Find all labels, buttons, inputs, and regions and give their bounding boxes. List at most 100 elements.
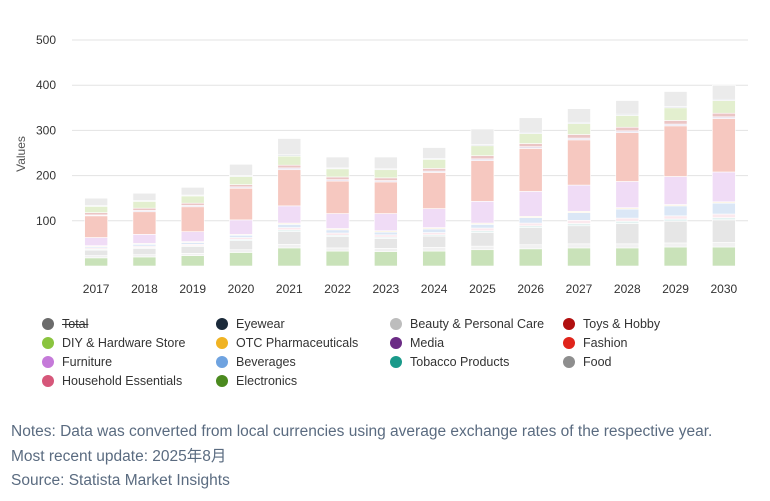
bar-segment[interactable]	[374, 248, 398, 252]
bar-segment[interactable]	[615, 132, 640, 182]
bar-segment[interactable]	[422, 147, 446, 159]
bar-segment[interactable]	[567, 212, 591, 221]
bar-segment[interactable]	[325, 176, 350, 180]
bar-segment[interactable]	[567, 225, 591, 245]
bar-segment[interactable]	[567, 223, 591, 227]
legend-item[interactable]: DIY & Hardware Store	[42, 336, 185, 350]
bar-segment[interactable]	[325, 247, 350, 252]
bar-segment[interactable]	[615, 181, 640, 208]
bar-segment[interactable]	[615, 115, 640, 128]
bar-segment[interactable]	[277, 244, 302, 249]
bar-segment[interactable]	[663, 176, 688, 205]
bar-segment[interactable]	[663, 205, 688, 217]
bar-segment[interactable]	[422, 159, 446, 169]
bar-segment[interactable]	[470, 128, 495, 145]
bar-segment[interactable]	[615, 243, 640, 249]
bar-segment[interactable]	[277, 227, 302, 231]
bar-segment[interactable]	[663, 125, 688, 177]
bar-segment[interactable]	[518, 117, 543, 133]
bar-segment[interactable]	[422, 250, 446, 267]
bar-segment[interactable]	[470, 145, 495, 157]
bar-segment[interactable]	[84, 249, 108, 256]
legend-item[interactable]: Toys & Hobby	[563, 317, 660, 331]
bar-segment[interactable]	[567, 139, 591, 186]
bar-segment[interactable]	[712, 202, 736, 215]
bar-segment[interactable]	[277, 224, 302, 228]
bar-segment[interactable]	[325, 156, 350, 169]
bar-segment[interactable]	[277, 205, 302, 224]
legend-item[interactable]: Tobacco Products	[390, 355, 509, 369]
bar-segment[interactable]	[712, 246, 736, 267]
bar-segment[interactable]	[84, 237, 108, 246]
legend-item[interactable]: Eyewear	[216, 317, 285, 331]
bar-segment[interactable]	[663, 215, 688, 220]
bar-segment[interactable]	[180, 231, 205, 242]
bar-segment[interactable]	[567, 108, 591, 123]
bar-segment[interactable]	[325, 229, 350, 234]
bar-segment[interactable]	[615, 100, 640, 115]
bar-segment[interactable]	[325, 168, 350, 178]
bar-segment[interactable]	[180, 206, 205, 232]
bar-segment[interactable]	[229, 176, 253, 185]
bar-segment[interactable]	[615, 208, 640, 219]
bar-segment[interactable]	[518, 217, 543, 224]
legend-item[interactable]: OTC Pharmaceuticals	[216, 336, 358, 350]
bar-segment[interactable]	[712, 112, 736, 118]
bar-segment[interactable]	[470, 224, 495, 229]
bar-segment[interactable]	[518, 143, 543, 147]
bar-segment[interactable]	[277, 247, 302, 267]
bar-segment[interactable]	[229, 249, 253, 253]
bar-segment[interactable]	[374, 169, 398, 179]
bar-segment[interactable]	[84, 212, 108, 216]
bar-segment[interactable]	[470, 249, 495, 267]
bar-segment[interactable]	[84, 206, 108, 213]
legend-item[interactable]: Total	[42, 317, 88, 331]
bar-segment[interactable]	[374, 177, 398, 181]
bar-segment[interactable]	[84, 257, 108, 267]
legend-item[interactable]: Beverages	[216, 355, 296, 369]
bar-segment[interactable]	[229, 184, 253, 188]
bar-segment[interactable]	[518, 248, 543, 267]
bar-segment[interactable]	[229, 252, 253, 267]
bar-segment[interactable]	[422, 235, 446, 248]
bar-segment[interactable]	[712, 242, 736, 248]
bar-segment[interactable]	[470, 155, 495, 160]
bar-segment[interactable]	[374, 213, 398, 232]
bar-segment[interactable]	[132, 254, 157, 258]
bar-segment[interactable]	[277, 231, 302, 245]
bar-segment[interactable]	[712, 219, 736, 243]
bar-segment[interactable]	[277, 164, 302, 169]
bar-segment[interactable]	[712, 171, 736, 203]
bar-segment[interactable]	[325, 180, 350, 214]
bar-segment[interactable]	[470, 245, 495, 251]
bar-segment[interactable]	[712, 213, 736, 218]
bar-segment[interactable]	[518, 244, 543, 250]
bar-segment[interactable]	[663, 242, 688, 248]
bar-segment[interactable]	[518, 227, 543, 246]
bar-segment[interactable]	[180, 255, 205, 267]
legend-item[interactable]: Electronics	[216, 374, 297, 388]
bar-segment[interactable]	[325, 250, 350, 267]
bar-segment[interactable]	[132, 211, 157, 235]
bar-segment[interactable]	[615, 217, 640, 222]
bar-segment[interactable]	[84, 255, 108, 259]
bar-segment[interactable]	[615, 223, 640, 245]
bar-segment[interactable]	[663, 220, 688, 244]
bar-segment[interactable]	[615, 126, 640, 132]
bar-segment[interactable]	[325, 232, 350, 236]
bar-segment[interactable]	[180, 253, 205, 256]
bar-segment[interactable]	[712, 217, 736, 221]
bar-segment[interactable]	[663, 246, 688, 267]
bar-segment[interactable]	[663, 91, 688, 107]
bar-segment[interactable]	[325, 213, 350, 229]
bar-segment[interactable]	[470, 232, 495, 247]
bar-segment[interactable]	[374, 251, 398, 267]
bar-segment[interactable]	[712, 118, 736, 173]
legend-item[interactable]: Household Essentials	[42, 374, 182, 388]
bar-segment[interactable]	[663, 107, 688, 121]
bar-segment[interactable]	[132, 234, 157, 244]
legend-item[interactable]: Furniture	[42, 355, 112, 369]
bar-segment[interactable]	[422, 172, 446, 209]
bar-segment[interactable]	[374, 231, 398, 236]
bar-segment[interactable]	[518, 148, 543, 192]
